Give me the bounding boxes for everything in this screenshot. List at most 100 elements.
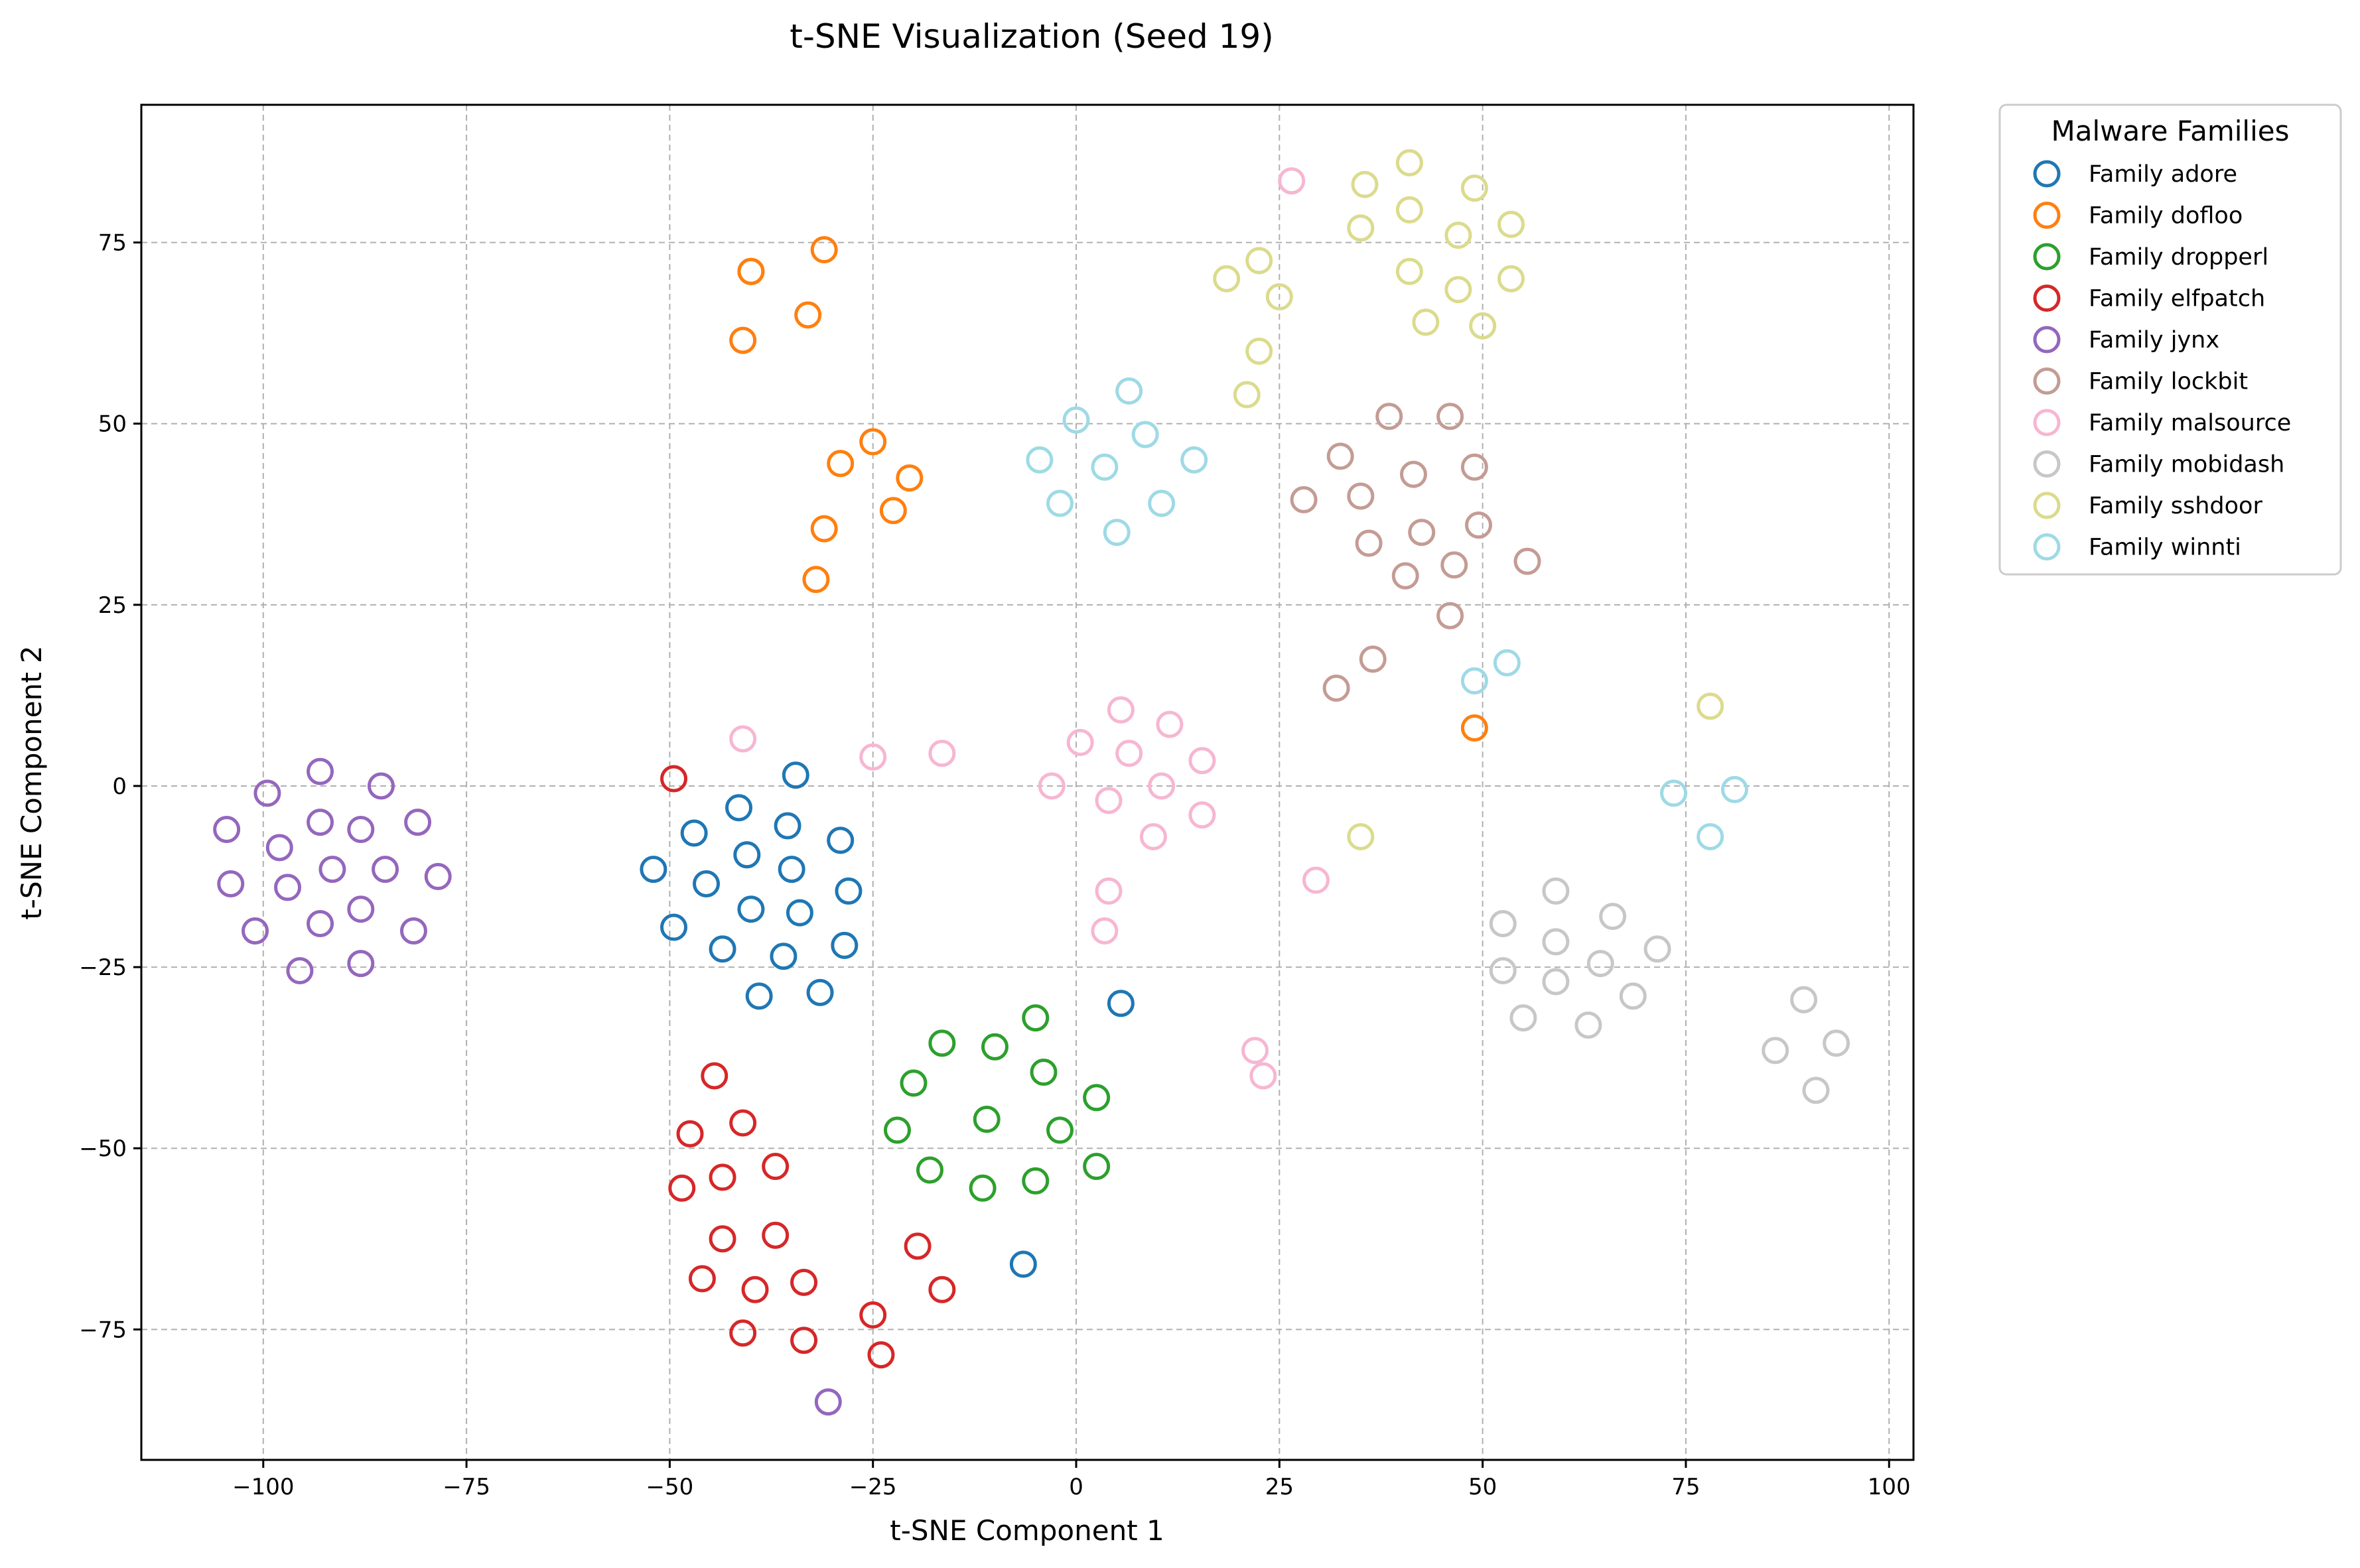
y-tick-label: 25 (98, 592, 127, 619)
x-tick-label: −50 (646, 1474, 694, 1500)
data-point (1148, 490, 1176, 517)
series-family-elfpatch (660, 765, 956, 1369)
data-point (709, 1225, 736, 1253)
data-point (1095, 877, 1123, 905)
data-point (1440, 551, 1468, 579)
legend-label: Family elfpatch (2089, 286, 2265, 312)
data-point (1355, 529, 1383, 557)
data-point (1107, 696, 1135, 724)
grid-lines (141, 105, 1913, 1460)
data-point (1278, 167, 1306, 195)
data-point (1241, 1037, 1269, 1065)
data-point (810, 515, 838, 543)
data-point (1574, 1011, 1602, 1039)
data-point (774, 812, 801, 840)
data-point (1444, 222, 1472, 249)
data-point (1391, 562, 1419, 590)
legend-marker (2033, 533, 2061, 560)
data-point (1493, 649, 1521, 677)
data-point (806, 978, 834, 1006)
data-point (782, 761, 809, 789)
data-point (1375, 403, 1403, 430)
data-point (1359, 645, 1387, 673)
data-point (778, 856, 805, 883)
data-point (1188, 747, 1216, 775)
data-point (1720, 775, 1748, 803)
legend-marker (2033, 409, 2061, 436)
data-point (1542, 968, 1570, 996)
data-point (1395, 149, 1423, 176)
data-point (1046, 490, 1074, 517)
data-point (1083, 1084, 1111, 1112)
legend-frame (1998, 103, 2342, 576)
series-family-dofloo (729, 236, 1488, 742)
x-axis-label: t-SNE Component 1 (890, 1514, 1164, 1547)
x-tick-label: −75 (443, 1474, 490, 1500)
data-point (1351, 170, 1379, 198)
data-point (424, 863, 452, 891)
data-point (1412, 308, 1440, 336)
y-tick-label: −50 (79, 1136, 127, 1162)
data-point (1802, 1077, 1830, 1104)
data-point (1115, 740, 1143, 767)
data-point (1091, 917, 1119, 945)
plot-area-frame (140, 103, 1915, 1461)
data-point (1489, 910, 1517, 938)
data-point (729, 725, 757, 753)
legend-label: Family sshdoor (2089, 493, 2262, 519)
legend-marker (2033, 202, 2061, 229)
data-point (1542, 928, 1570, 956)
legend: Malware Families Family adore Family dofl… (1998, 103, 2342, 576)
data-point (916, 1156, 943, 1184)
data-point (879, 497, 907, 525)
data-point (1497, 265, 1525, 293)
legend-label: Family malsource (2089, 410, 2291, 436)
data-point (1066, 728, 1094, 756)
data-point (242, 917, 269, 945)
data-point (1245, 247, 1273, 275)
legend-marker (2033, 367, 2061, 395)
data-point (1022, 1004, 1050, 1032)
data-point (928, 1029, 956, 1057)
data-point (1322, 674, 1350, 702)
data-point (1091, 453, 1119, 481)
data-point (1245, 337, 1273, 365)
data-point (1180, 446, 1208, 474)
data-point (1249, 1062, 1277, 1090)
data-point (1444, 276, 1472, 304)
data-point (1095, 787, 1123, 815)
data-point (1395, 257, 1423, 285)
data-point (1586, 950, 1614, 978)
data-point (693, 870, 721, 897)
data-point (709, 1163, 736, 1191)
legend-marker (2033, 160, 2061, 188)
data-point (1790, 986, 1818, 1013)
data-point (1497, 210, 1525, 238)
data-point (1156, 710, 1184, 738)
legend-label: Family dofloo (2089, 203, 2243, 229)
data-point (1213, 265, 1241, 293)
data-point (1046, 1116, 1074, 1144)
data-point (770, 943, 798, 970)
data-point (1115, 377, 1143, 405)
x-tick-label: 100 (1868, 1474, 1911, 1500)
data-point (1148, 772, 1176, 800)
data-point (867, 1341, 895, 1369)
data-point (1302, 866, 1330, 894)
data-point (1083, 1153, 1111, 1181)
data-point (1265, 283, 1293, 311)
data-point (810, 236, 838, 264)
data-point (928, 1275, 956, 1303)
data-point (318, 856, 346, 883)
data-point (1823, 1029, 1850, 1057)
data-point (928, 740, 956, 767)
y-tick-label: −75 (79, 1317, 127, 1343)
data-point (981, 1033, 1008, 1061)
data-point (859, 743, 887, 771)
data-point (307, 757, 334, 785)
data-point (737, 895, 765, 923)
data-point (802, 566, 830, 594)
data-point (1408, 519, 1436, 547)
legend-marker (2033, 243, 2061, 271)
data-point (859, 1301, 887, 1329)
